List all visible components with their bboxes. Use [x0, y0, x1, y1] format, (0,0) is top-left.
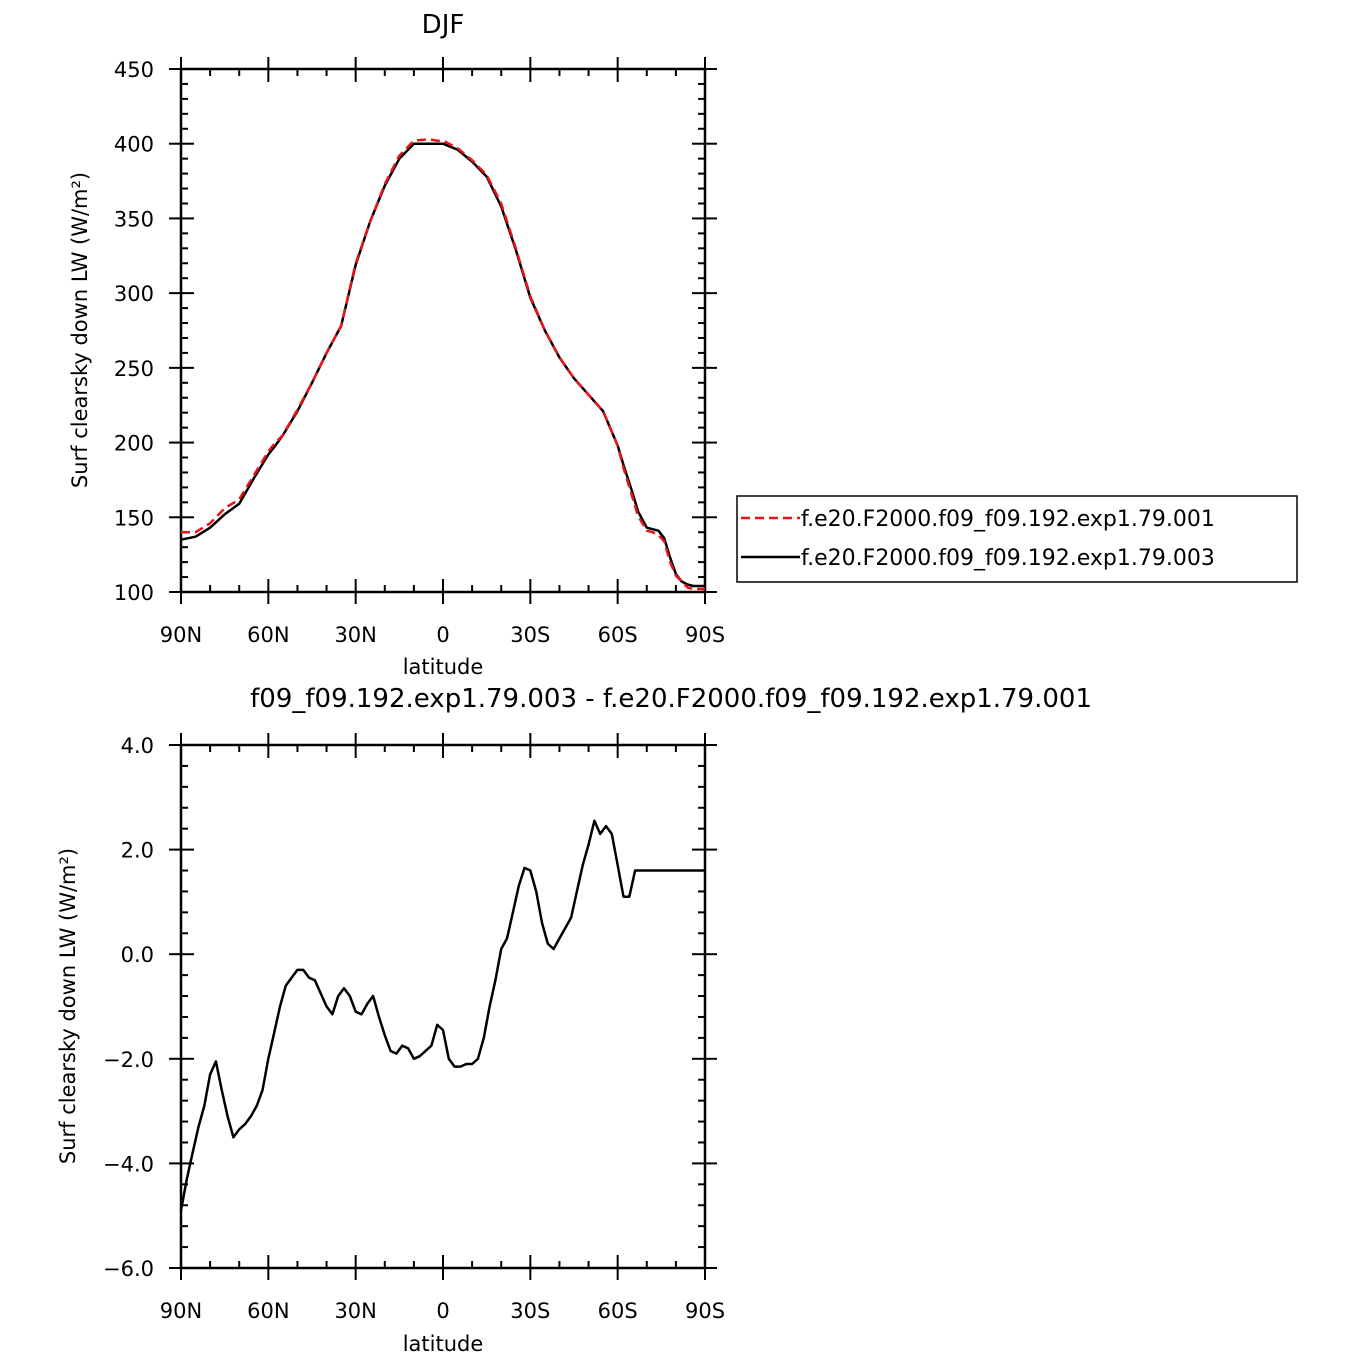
- top-y-tick-label: 300: [114, 282, 154, 306]
- top-x-tick-label: 60N: [247, 623, 289, 647]
- bottom-x-tick-label: 90S: [685, 1299, 725, 1323]
- bottom-y-axis-label: Surf clearsky down LW (W/m²): [56, 848, 80, 1164]
- top-x-tick-label: 30S: [510, 623, 550, 647]
- bottom-y-tick-label: −4.0: [103, 1152, 154, 1176]
- top-y-tick-label: 350: [114, 207, 154, 231]
- top-chart-panel: DJF 90N 60N 30N 0 30S 60S 90S 100 150 200 250 300 35…: [68, 10, 1298, 679]
- top-x-tick-label: 30N: [334, 623, 376, 647]
- bottom-x-tick-label: 30N: [334, 1299, 376, 1323]
- top-y-axis-label: Surf clearsky down LW (W/m²): [68, 172, 92, 488]
- bottom-series-line-1: [179, 819, 705, 1211]
- top-y-tick-label: 100: [114, 581, 154, 605]
- bottom-y-tick-label: 0.0: [121, 943, 154, 967]
- bottom-chart-panel: f09_f09.192.exp1.79.003 - f.e20.F2000.f0…: [56, 684, 1092, 1356]
- top-plot-frame: [179, 67, 707, 594]
- bottom-x-tick-label: 30S: [510, 1299, 550, 1323]
- top-x-tick-label: 90N: [160, 623, 202, 647]
- top-y-tick-label: 450: [114, 58, 154, 82]
- top-y-tick-label: 150: [114, 506, 154, 530]
- top-series-line-2: [180, 142, 705, 588]
- legend: f.e20.F2000.f09_f09.192.exp1.79.001 f.e2…: [736, 495, 1298, 583]
- legend-label-exp1-79-003: f.e20.F2000.f09_f09.192.exp1.79.003: [801, 546, 1215, 571]
- top-y-tick-label: 200: [114, 432, 154, 456]
- top-y-tick-label: 400: [114, 133, 154, 157]
- top-chart-title: DJF: [422, 10, 465, 40]
- top-y-tick-label: 250: [114, 357, 154, 381]
- legend-label-exp1-79-001: f.e20.F2000.f09_f09.192.exp1.79.001: [801, 507, 1215, 532]
- bottom-x-axis-label: latitude: [403, 1332, 484, 1356]
- bottom-y-tick-label: 2.0: [121, 839, 154, 863]
- bottom-plot-frame: [179, 743, 707, 1270]
- bottom-x-tick-label: 0: [436, 1299, 449, 1323]
- bottom-y-tick-label: −2.0: [103, 1048, 154, 1072]
- top-x-tick-label: 90S: [685, 623, 725, 647]
- legend-box: [736, 495, 1298, 583]
- top-x-tick-label: 0: [436, 623, 449, 647]
- top-series-line-1: [181, 137, 705, 591]
- bottom-x-tick-label: 60S: [598, 1299, 638, 1323]
- top-x-tick-label: 60S: [598, 623, 638, 647]
- bottom-x-tick-label: 90N: [160, 1299, 202, 1323]
- bottom-x-tick-label: 60N: [247, 1299, 289, 1323]
- bottom-y-tick-label: 4.0: [121, 734, 154, 758]
- bottom-y-tick-label: −6.0: [103, 1257, 154, 1281]
- bottom-chart-title: f09_f09.192.exp1.79.003 - f.e20.F2000.f0…: [250, 684, 1092, 714]
- top-x-axis-label: latitude: [403, 655, 484, 679]
